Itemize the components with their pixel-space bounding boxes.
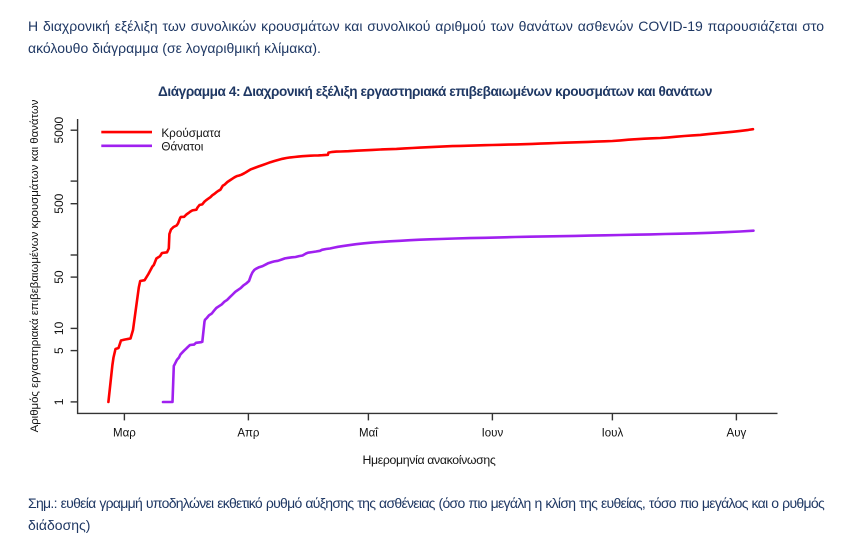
svg-text:500: 500 xyxy=(52,193,66,213)
svg-text:5: 5 xyxy=(52,347,66,354)
svg-text:Μαΐ: Μαΐ xyxy=(359,428,379,440)
svg-text:5000: 5000 xyxy=(52,117,66,144)
svg-text:Ιουλ: Ιουλ xyxy=(602,428,624,440)
svg-text:Αριθμός εργαστηριακά επιβεβαιω: Αριθμός εργαστηριακά επιβεβαιωμένων κρου… xyxy=(29,99,41,432)
svg-text:10: 10 xyxy=(52,321,66,335)
svg-text:Απρ: Απρ xyxy=(237,428,260,440)
svg-text:Μαρ: Μαρ xyxy=(113,428,136,440)
svg-text:Ημερομηνία ανακοίνωσης: Ημερομηνία ανακοίνωσης xyxy=(363,453,496,467)
svg-text:50: 50 xyxy=(52,270,66,284)
svg-text:1: 1 xyxy=(52,398,66,405)
svg-text:Κρούσματα: Κρούσματα xyxy=(161,127,220,140)
svg-text:Ιουν: Ιουν xyxy=(482,428,504,440)
svg-text:Αυγ: Αυγ xyxy=(727,428,747,440)
svg-text:Θάνατοι: Θάνατοι xyxy=(161,140,203,153)
